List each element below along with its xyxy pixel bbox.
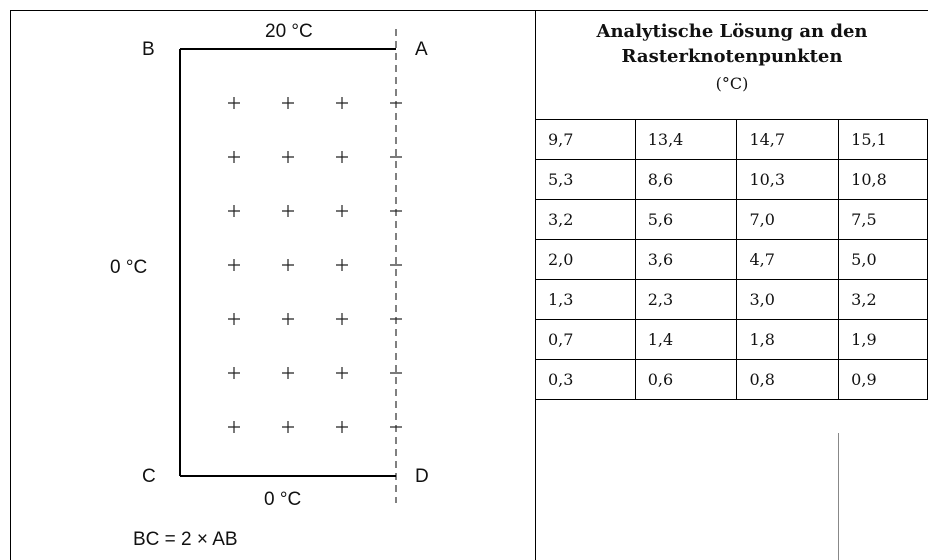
table-cell: 10,8 — [838, 159, 928, 200]
table-cell: 0,9 — [838, 359, 928, 400]
table-row: 0,7 1,4 1,8 1,9 — [535, 319, 928, 360]
corner-label-a: A — [415, 39, 428, 60]
grid-node-marker — [228, 313, 240, 325]
top-boundary-temperature: 20 °C — [265, 21, 313, 42]
analytic-solution-table: 9,7 13,4 14,7 15,1 5,3 8,6 10,3 10,8 3,2 5,6 7,0 7,… — [535, 119, 928, 400]
corner-label-c: C — [142, 466, 156, 487]
grid-node-marker — [336, 205, 348, 217]
grid-node-marker — [282, 313, 294, 325]
table-cell: 3,2 — [535, 199, 636, 240]
table-cell: 1,3 — [535, 279, 636, 320]
left-boundary-temperature: 0 °C — [110, 257, 148, 278]
table-unit: (°C) — [715, 74, 749, 93]
table-cell: 3,2 — [838, 279, 928, 320]
table-cell: 2,3 — [634, 279, 738, 320]
table-column-extension-line — [838, 433, 839, 560]
grid-node-marker — [228, 259, 240, 271]
corner-label-b: B — [142, 39, 155, 60]
table-cell: 0,3 — [535, 359, 636, 400]
grid-node-marker — [336, 97, 348, 109]
table-cell: 5,0 — [838, 239, 928, 280]
grid-node-marker — [336, 151, 348, 163]
figure-frame — [10, 10, 928, 560]
table-cell: 3,0 — [736, 279, 840, 320]
table-cell: 4,7 — [736, 239, 840, 280]
table-cell: 5,3 — [535, 159, 636, 200]
table-cell: 3,6 — [634, 239, 738, 280]
grid-node-marker — [336, 313, 348, 325]
table-cell: 1,9 — [838, 319, 928, 360]
table-cell: 2,0 — [535, 239, 636, 280]
domain-geometry — [179, 29, 402, 503]
grid-node-marker — [228, 205, 240, 217]
table-cell: 0,8 — [736, 359, 840, 400]
grid-nodes — [228, 97, 402, 433]
table-row: 3,2 5,6 7,0 7,5 — [535, 199, 928, 240]
grid-node-marker — [282, 151, 294, 163]
table-row: 5,3 8,6 10,3 10,8 — [535, 159, 928, 200]
table-cell: 5,6 — [634, 199, 738, 240]
grid-node-marker — [282, 97, 294, 109]
table-cell: 7,0 — [736, 199, 840, 240]
grid-node-marker — [228, 97, 240, 109]
grid-node-marker — [336, 259, 348, 271]
grid-node-marker — [282, 205, 294, 217]
table-cell: 15,1 — [838, 119, 928, 160]
grid-node-marker — [282, 259, 294, 271]
table-row: 1,3 2,3 3,0 3,2 — [535, 279, 928, 320]
table-cell: 14,7 — [736, 119, 840, 160]
table-title-line2: Rasterknotenpunkten — [621, 46, 843, 67]
table-cell: 1,4 — [634, 319, 738, 360]
bottom-boundary-temperature: 0 °C — [264, 489, 302, 510]
grid-node-marker — [282, 421, 294, 433]
table-cell: 13,4 — [634, 119, 738, 160]
table-title: Analytische Lösung an den Rasterknotenpu… — [536, 11, 928, 95]
table-cell: 9,7 — [535, 119, 636, 160]
grid-node-marker — [282, 367, 294, 379]
grid-node-marker — [228, 151, 240, 163]
table-cell: 0,6 — [634, 359, 738, 400]
table-cell: 7,5 — [838, 199, 928, 240]
table-row: 0,3 0,6 0,8 0,9 — [535, 359, 928, 400]
table-row: 9,7 13,4 14,7 15,1 — [535, 119, 928, 160]
corner-label-d: D — [415, 466, 429, 487]
table-row: 2,0 3,6 4,7 5,0 — [535, 239, 928, 280]
table-cell: 8,6 — [634, 159, 738, 200]
grid-node-marker — [228, 421, 240, 433]
table-title-line1: Analytische Lösung an den — [596, 21, 868, 42]
grid-node-marker — [336, 421, 348, 433]
grid-node-marker — [228, 367, 240, 379]
grid-node-marker — [336, 367, 348, 379]
domain-diagram: B 20 °C A 0 °C C D 0 °C BC = 2 × AB — [11, 11, 535, 560]
table-cell: 0,7 — [535, 319, 636, 360]
aspect-ratio-note: BC = 2 × AB — [133, 529, 238, 550]
table-cell: 10,3 — [736, 159, 840, 200]
table-cell: 1,8 — [736, 319, 840, 360]
